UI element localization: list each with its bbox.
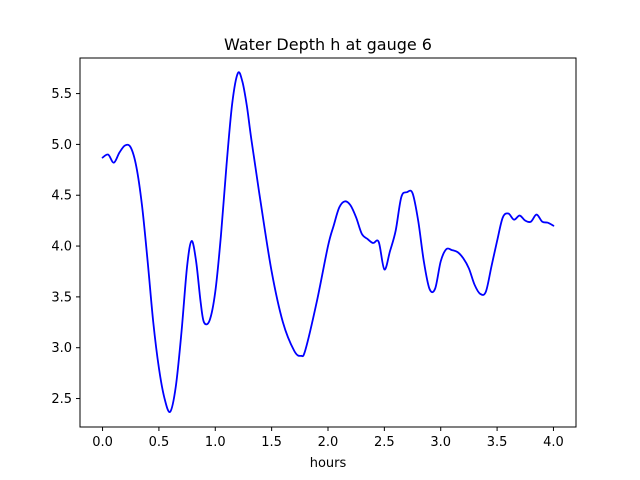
y-tick-label: 3.0 <box>51 341 72 356</box>
x-tick-label: 2.0 <box>318 435 339 450</box>
x-axis-ticks: 0.0 0.5 1.0 1.5 2.0 2.5 3.0 3.5 4.0 <box>92 427 564 450</box>
x-tick-label: 4.0 <box>543 435 564 450</box>
y-tick-label: 4.0 <box>51 240 72 255</box>
x-axis-label: hours <box>310 456 347 471</box>
y-axis-ticks: 2.5 3.0 3.5 4.0 4.5 5.0 5.5 <box>51 87 80 407</box>
y-tick-label: 3.5 <box>51 290 72 305</box>
series-line <box>101 71 555 413</box>
x-tick-label: 2.5 <box>374 435 395 450</box>
x-tick-label: 3.5 <box>487 435 508 450</box>
x-tick-label: 0.0 <box>92 435 113 450</box>
series-layer <box>101 71 555 413</box>
x-tick-label: 0.5 <box>149 435 170 450</box>
y-tick-label: 5.0 <box>51 138 72 153</box>
x-tick-label: 3.0 <box>430 435 451 450</box>
x-tick-label: 1.0 <box>205 435 226 450</box>
y-tick-label: 2.5 <box>51 392 72 407</box>
y-tick-label: 4.5 <box>51 189 72 204</box>
y-tick-label: 5.5 <box>51 87 72 102</box>
chart-title: Water Depth h at gauge 6 <box>224 35 432 54</box>
x-tick-label: 1.5 <box>261 435 282 450</box>
